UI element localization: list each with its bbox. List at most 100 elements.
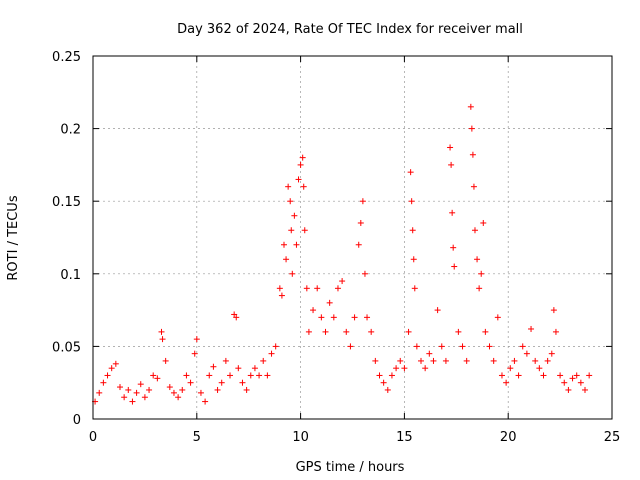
data-point xyxy=(322,328,329,335)
x-tick-label: 5 xyxy=(193,430,201,445)
data-point xyxy=(409,227,416,234)
data-point xyxy=(227,372,234,379)
data-point xyxy=(285,183,292,190)
data-point xyxy=(361,270,368,277)
data-point xyxy=(243,386,250,393)
y-tick-label: 0.1 xyxy=(60,268,81,283)
y-tick-label: 0.05 xyxy=(52,340,81,355)
data-point xyxy=(330,314,337,321)
data-point xyxy=(410,256,417,263)
data-point xyxy=(407,169,414,176)
data-point xyxy=(519,343,526,350)
data-point xyxy=(318,314,325,321)
data-point xyxy=(214,386,221,393)
data-point xyxy=(289,270,296,277)
x-tick-label: 25 xyxy=(604,430,621,445)
y-axis-label: ROTI / TECUs xyxy=(6,195,21,280)
data-point xyxy=(202,398,209,405)
data-point xyxy=(276,285,283,292)
data-point xyxy=(507,365,514,372)
data-point xyxy=(310,307,317,314)
data-point xyxy=(544,357,551,364)
data-point xyxy=(247,372,254,379)
data-point xyxy=(450,244,457,251)
data-point xyxy=(100,379,107,386)
data-point xyxy=(347,343,354,350)
data-point xyxy=(301,227,308,234)
data-point xyxy=(256,372,263,379)
data-point xyxy=(283,256,290,263)
data-point xyxy=(260,357,267,364)
data-point xyxy=(268,350,275,357)
data-point xyxy=(222,357,229,364)
data-point xyxy=(582,386,589,393)
data-point xyxy=(490,357,497,364)
data-point xyxy=(528,325,535,332)
data-point xyxy=(295,176,302,183)
data-point xyxy=(288,227,295,234)
data-point xyxy=(470,183,477,190)
data-point xyxy=(498,372,505,379)
data-point xyxy=(235,365,242,372)
data-point xyxy=(159,336,166,343)
data-point xyxy=(447,144,454,151)
data-point xyxy=(476,285,483,292)
data-point xyxy=(175,394,182,401)
data-point xyxy=(339,278,346,285)
data-point xyxy=(565,386,572,393)
data-point xyxy=(467,103,474,110)
data-point xyxy=(193,336,200,343)
data-point xyxy=(515,372,522,379)
data-point xyxy=(129,398,136,405)
plot-frame xyxy=(92,55,613,420)
data-point xyxy=(401,365,408,372)
data-point xyxy=(343,328,350,335)
data-point xyxy=(170,389,177,396)
data-point xyxy=(326,299,333,306)
data-point xyxy=(146,386,153,393)
data-point xyxy=(577,379,584,386)
data-point xyxy=(550,307,557,314)
data-point xyxy=(486,343,493,350)
data-point xyxy=(411,285,418,292)
data-point xyxy=(372,357,379,364)
data-point xyxy=(469,151,476,158)
y-tick-label: 0.2 xyxy=(60,123,81,138)
data-point xyxy=(413,343,420,350)
data-point xyxy=(482,328,489,335)
data-point xyxy=(314,285,321,292)
data-point xyxy=(280,241,287,248)
data-point xyxy=(251,365,258,372)
x-tick-label: 0 xyxy=(89,430,97,445)
data-point xyxy=(291,212,298,219)
data-point xyxy=(380,379,387,386)
data-point xyxy=(503,379,510,386)
data-point xyxy=(455,328,462,335)
chart-title: Day 362 of 2024, Rate Of TEC Index for r… xyxy=(177,22,523,37)
data-point xyxy=(278,292,285,299)
data-point xyxy=(141,394,148,401)
data-point xyxy=(388,372,395,379)
data-point xyxy=(297,161,304,168)
data-point xyxy=(468,125,475,132)
data-point xyxy=(239,379,246,386)
data-point xyxy=(459,343,466,350)
data-point xyxy=(442,357,449,364)
data-point xyxy=(451,263,458,270)
data-point xyxy=(150,372,157,379)
data-point xyxy=(154,375,161,382)
x-tick-label: 15 xyxy=(396,430,413,445)
data-point xyxy=(418,357,425,364)
data-point xyxy=(480,219,487,226)
data-point xyxy=(368,328,375,335)
data-point xyxy=(557,372,564,379)
data-point xyxy=(187,379,194,386)
data-point xyxy=(137,381,144,388)
data-point xyxy=(523,350,530,357)
y-tick-label: 0 xyxy=(73,413,81,428)
data-point xyxy=(438,343,445,350)
data-point xyxy=(133,389,140,396)
data-point xyxy=(287,198,294,205)
data-point xyxy=(300,183,307,190)
